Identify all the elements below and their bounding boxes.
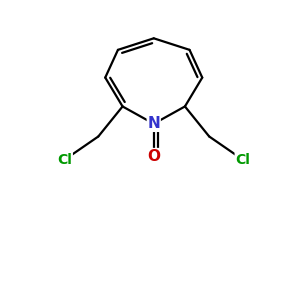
Text: O: O: [147, 148, 160, 164]
Text: Cl: Cl: [235, 153, 250, 166]
Text: Cl: Cl: [57, 153, 72, 166]
Text: N: N: [147, 116, 160, 131]
